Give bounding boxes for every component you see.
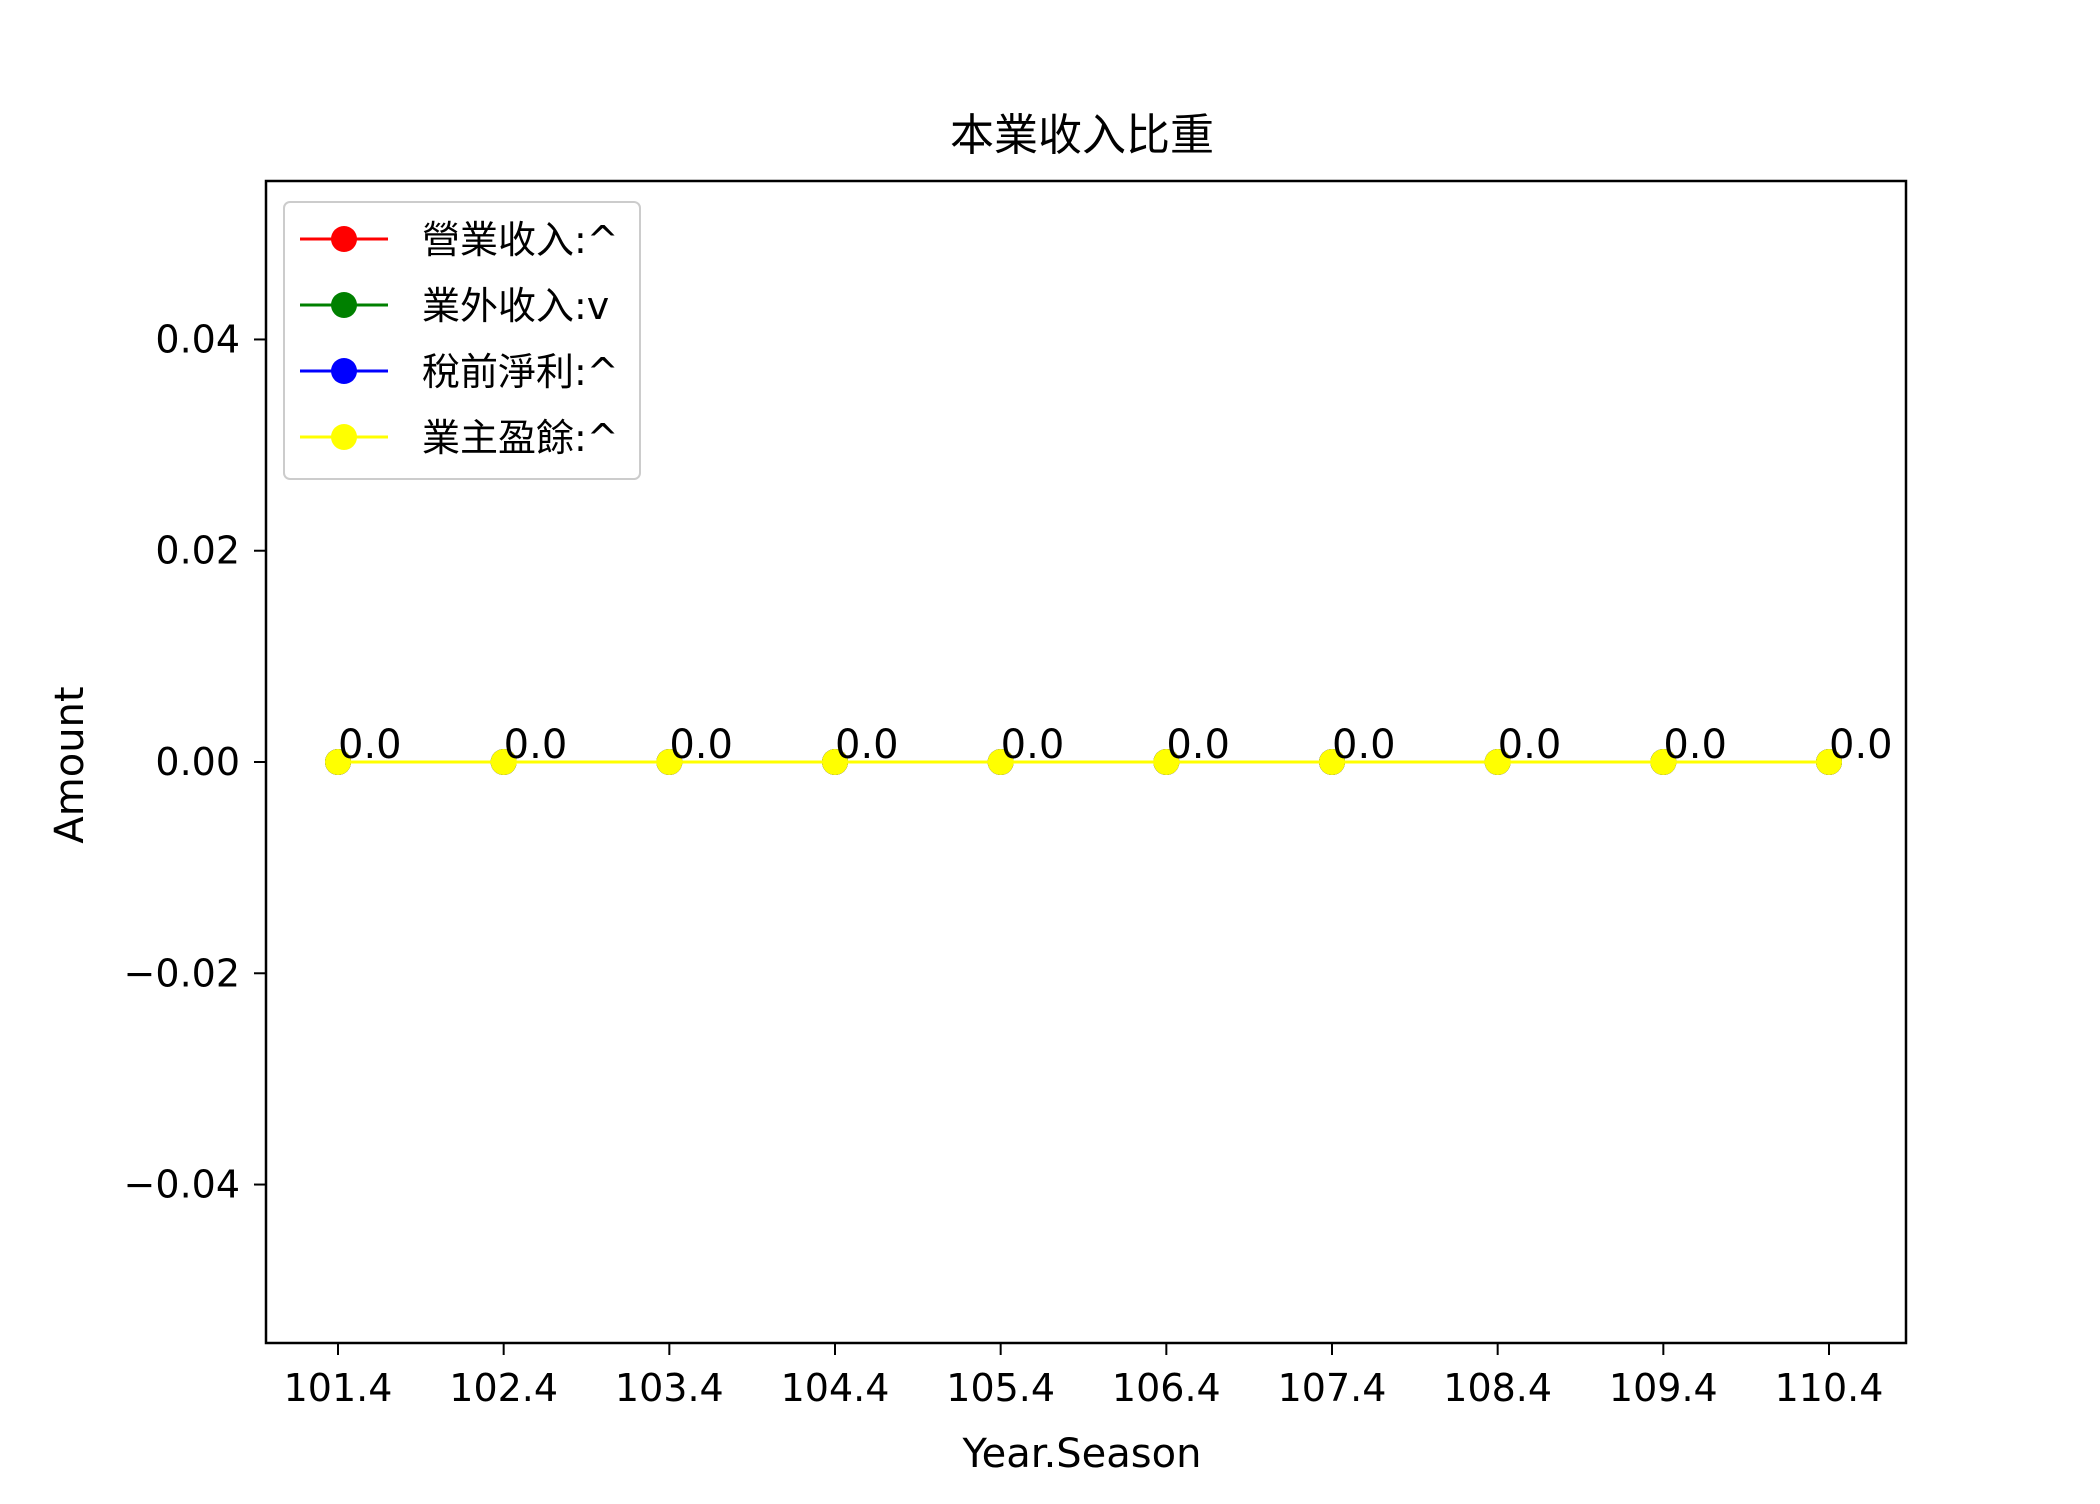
- y-tick-label: −0.02: [124, 951, 240, 995]
- x-tick-label: 105.4: [946, 1366, 1055, 1410]
- chart-title: 本業收入比重: [950, 110, 1214, 161]
- x-tick-label: 110.4: [1775, 1366, 1884, 1410]
- series-4-point: [1816, 749, 1842, 775]
- x-tick-label: 109.4: [1609, 1366, 1718, 1410]
- series-4-point: [1650, 749, 1677, 775]
- data-label: 0.0: [1166, 722, 1230, 768]
- data-label: 0.0: [1498, 722, 1562, 768]
- data-label: 0.0: [1829, 722, 1893, 768]
- series-4-point: [1319, 749, 1345, 775]
- plot-layer: 0.0 0.0 0.0 0.0 0.0 0.0 0.0 0.0 0.0 0.0: [325, 722, 1893, 775]
- series-4-point: [490, 749, 517, 775]
- legend-label: 業外收入:v: [422, 284, 609, 328]
- legend-marker: [331, 424, 357, 450]
- x-tick-label: 107.4: [1278, 1366, 1387, 1410]
- series-4-point: [1153, 749, 1180, 775]
- data-label: 0.0: [835, 722, 899, 768]
- series-4-point: [1484, 749, 1511, 775]
- data-label: 0.0: [1001, 722, 1065, 768]
- data-label: 0.0: [504, 722, 568, 768]
- x-axis-label: Year.Season: [962, 1431, 1202, 1477]
- legend-marker: [331, 226, 357, 252]
- axes: 101.4 102.4 103.4 104.4 105.4 106.4 107.4 108.4…: [124, 317, 1884, 1410]
- y-tick-label: 0.00: [155, 740, 240, 784]
- legend-label: 稅前淨利:^: [422, 350, 619, 394]
- legend: 營業收入:^ 業外收入:v 稅前淨利:^ 業主盈餘:^: [283, 201, 641, 480]
- series-4-point: [656, 749, 683, 775]
- y-tick-label: 0.04: [155, 317, 240, 361]
- legend-marker: [331, 358, 357, 384]
- legend-marker: [331, 292, 357, 318]
- data-label: 0.0: [1663, 722, 1727, 768]
- legend-label: 業主盈餘:^: [422, 416, 619, 460]
- x-tick-label: 103.4: [615, 1366, 724, 1410]
- legend-label: 營業收入:^: [422, 218, 619, 262]
- data-label: 0.0: [669, 722, 733, 768]
- series-4-point: [987, 749, 1014, 775]
- series-4-point: [325, 749, 351, 775]
- x-tick-label: 101.4: [284, 1366, 393, 1410]
- x-tick-label: 108.4: [1443, 1366, 1552, 1410]
- x-tick-label: 102.4: [449, 1366, 558, 1410]
- data-label: 0.0: [338, 722, 402, 768]
- data-label: 0.0: [1332, 722, 1396, 768]
- y-tick-label: −0.04: [124, 1163, 240, 1207]
- y-tick-label: 0.02: [155, 529, 240, 573]
- x-tick-label: 106.4: [1112, 1366, 1221, 1410]
- y-axis-label: Amount: [47, 686, 93, 843]
- legend-box: [283, 201, 641, 480]
- x-tick-label: 104.4: [781, 1366, 890, 1410]
- series-4-point: [822, 749, 848, 775]
